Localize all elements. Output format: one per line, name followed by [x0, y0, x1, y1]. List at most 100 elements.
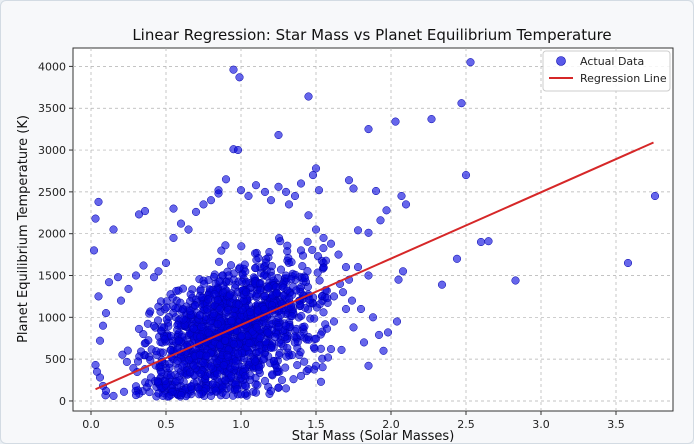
data-point	[241, 261, 249, 269]
data-point	[180, 316, 188, 324]
data-point	[245, 192, 253, 200]
data-point	[285, 201, 293, 209]
data-point	[312, 165, 320, 173]
data-point	[96, 337, 104, 345]
data-point	[375, 331, 383, 339]
data-point	[276, 237, 284, 245]
data-point	[267, 387, 275, 395]
data-point	[125, 285, 133, 293]
data-point	[252, 389, 260, 397]
data-point	[255, 254, 263, 262]
data-point	[327, 240, 335, 248]
legend-label-regression-line: Regression Line	[580, 72, 667, 85]
data-point	[96, 374, 104, 382]
data-point	[485, 237, 493, 245]
data-point	[200, 201, 208, 209]
data-point	[150, 322, 158, 330]
data-point	[190, 362, 198, 370]
data-point	[99, 322, 107, 330]
data-point	[342, 305, 350, 313]
data-point	[167, 371, 175, 379]
data-point	[398, 192, 406, 200]
data-point	[174, 357, 182, 365]
data-point	[512, 277, 520, 285]
data-point	[242, 268, 250, 276]
x-tick-label: 1.0	[232, 418, 250, 431]
data-point	[95, 198, 103, 206]
data-point	[315, 186, 323, 194]
data-point	[330, 318, 338, 326]
data-point	[324, 354, 332, 362]
legend-marker-actual-data	[557, 57, 566, 66]
data-point	[293, 361, 301, 369]
data-point	[313, 304, 321, 312]
data-point	[297, 180, 305, 188]
data-point	[282, 385, 290, 393]
data-point	[175, 337, 183, 345]
data-point	[207, 196, 215, 204]
data-point	[323, 325, 331, 333]
data-point	[173, 377, 181, 385]
data-point	[304, 267, 312, 275]
data-point	[163, 316, 171, 324]
data-point	[234, 146, 242, 154]
data-point	[123, 358, 131, 366]
data-point	[280, 284, 288, 292]
y-tick-label: 500	[45, 353, 66, 366]
data-point	[234, 350, 242, 358]
data-point	[265, 284, 273, 292]
data-point	[230, 66, 238, 74]
data-point	[267, 196, 275, 204]
data-point	[179, 305, 187, 313]
data-point	[200, 359, 208, 367]
data-point	[222, 376, 230, 384]
data-point	[158, 324, 166, 332]
data-point	[166, 364, 174, 372]
data-point	[132, 391, 140, 399]
data-point	[150, 273, 158, 281]
y-tick-label: 3000	[38, 144, 66, 157]
data-point	[288, 312, 296, 320]
data-point	[350, 324, 358, 332]
data-point	[102, 309, 110, 317]
data-point	[114, 273, 122, 281]
data-point	[255, 348, 263, 356]
data-point	[383, 207, 391, 215]
data-point	[301, 274, 309, 282]
data-point	[393, 318, 401, 326]
data-point	[242, 372, 250, 380]
data-point	[216, 277, 224, 285]
data-point	[304, 238, 312, 246]
data-point	[300, 358, 308, 366]
data-point	[283, 247, 291, 255]
data-point	[395, 276, 403, 284]
data-point	[190, 325, 198, 333]
data-point	[195, 391, 203, 399]
data-point	[288, 275, 296, 283]
data-point	[428, 115, 436, 123]
data-point	[228, 317, 236, 325]
data-point	[275, 323, 283, 331]
data-point	[261, 377, 269, 385]
data-point	[365, 362, 373, 370]
data-point	[230, 340, 238, 348]
data-point	[226, 291, 234, 299]
data-point	[207, 363, 215, 371]
data-point	[320, 264, 328, 272]
data-point	[462, 171, 470, 179]
data-point	[120, 388, 128, 396]
x-tick-label: 0.5	[157, 418, 175, 431]
data-point	[146, 308, 154, 316]
data-point	[282, 322, 290, 330]
data-point	[210, 310, 218, 318]
data-point	[225, 272, 233, 280]
data-point	[203, 306, 211, 314]
x-tick-label: 3.0	[532, 418, 550, 431]
data-point	[222, 242, 230, 250]
data-point	[203, 352, 211, 360]
data-point	[102, 387, 110, 395]
data-point	[311, 335, 319, 343]
data-point	[377, 217, 385, 225]
data-point	[291, 339, 299, 347]
data-point	[186, 307, 194, 315]
